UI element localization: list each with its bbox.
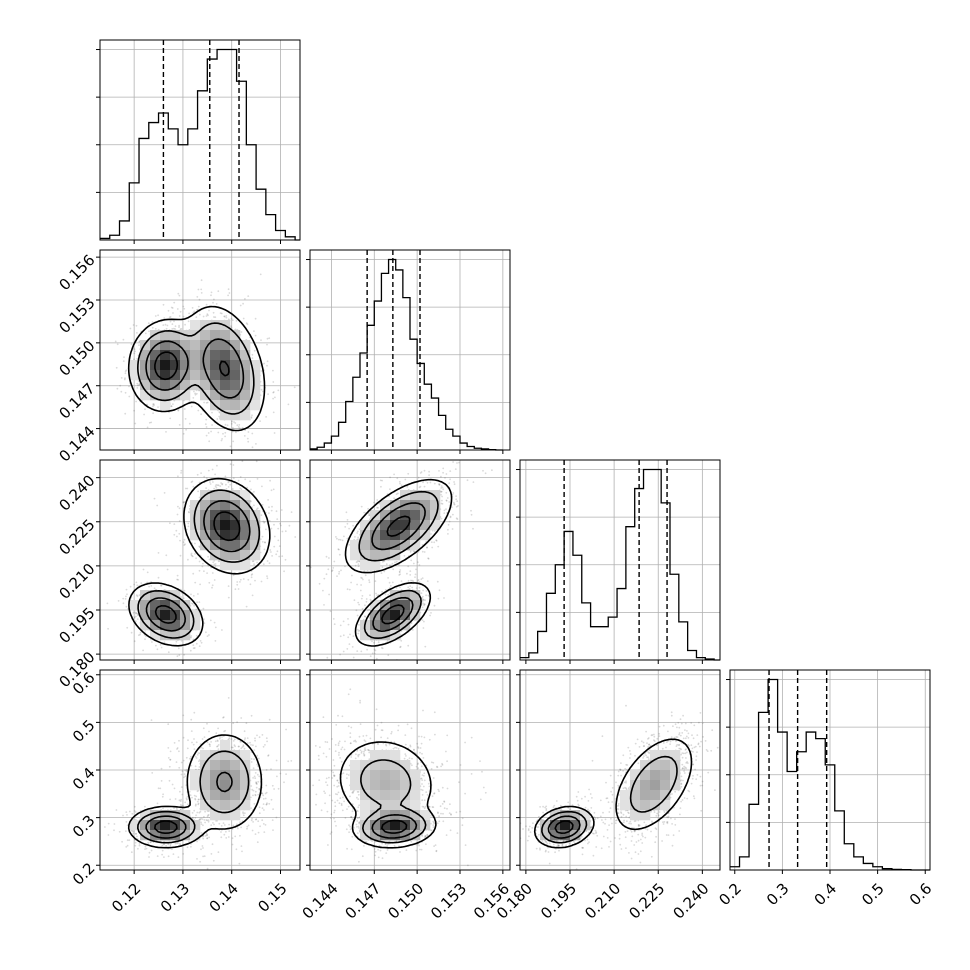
contour-level-1 xyxy=(137,322,255,415)
scatter-panel-3-1 xyxy=(306,669,511,874)
histogram-panel-1 xyxy=(306,249,511,454)
x-tick-label: 0.15 xyxy=(254,880,290,916)
y-tick-label: 0.210 xyxy=(55,560,98,603)
y-tick-label: 0.144 xyxy=(55,422,98,465)
y-tick-label: 0.150 xyxy=(55,337,98,380)
contour-level-2 xyxy=(547,815,581,839)
x-tick-label: 0.14 xyxy=(206,880,242,916)
x-tick-label: 0.150 xyxy=(384,880,427,923)
x-tick-label: 0.195 xyxy=(537,880,580,923)
contour-level-1 xyxy=(358,490,439,639)
contour-level-3 xyxy=(154,511,241,624)
contour-level-3 xyxy=(381,819,408,834)
contour-level-0 xyxy=(533,738,693,849)
contour-level-3 xyxy=(554,820,574,834)
contour-level-0 xyxy=(128,477,271,647)
x-tick-label: 0.6 xyxy=(906,880,936,910)
x-tick-label: 0.225 xyxy=(625,880,668,923)
contour-level-0 xyxy=(339,741,437,849)
y-tick-label: 0.156 xyxy=(55,251,98,294)
panel-background xyxy=(100,40,300,240)
x-tick-label: 0.153 xyxy=(427,880,470,923)
y-tick-label: 0.225 xyxy=(55,516,98,559)
contour-level-1 xyxy=(137,489,261,639)
density-shading xyxy=(540,750,681,841)
x-tick-label: 0.144 xyxy=(299,880,342,923)
contour-level-0 xyxy=(127,305,266,432)
scatter-panel-2-0 xyxy=(96,459,301,664)
x-tick-label: 0.147 xyxy=(341,880,384,923)
contour-level-2 xyxy=(145,771,233,839)
y-tick-label: 0.4 xyxy=(69,764,99,794)
contour-level-1 xyxy=(137,750,250,844)
contour-level-0 xyxy=(127,734,263,849)
contour-level-3 xyxy=(381,515,411,625)
y-tick-label: 0.5 xyxy=(69,716,99,746)
panel-background xyxy=(310,250,510,450)
contour-level-3 xyxy=(154,351,230,381)
x-tick-label: 0.13 xyxy=(157,880,193,916)
density-shading xyxy=(350,750,431,841)
contour-level-3 xyxy=(154,820,178,834)
y-tick-label: 0.195 xyxy=(55,604,98,647)
x-tick-label: 0.3 xyxy=(763,880,793,910)
scatter-panel-1-0 xyxy=(96,249,301,454)
histogram-panel-2 xyxy=(516,459,721,664)
contour-level-2 xyxy=(371,502,426,632)
y-tick-label: 0.147 xyxy=(55,380,98,423)
y-tick-label: 0.240 xyxy=(55,471,98,514)
x-tick-label: 0.210 xyxy=(581,880,624,923)
panel-background xyxy=(520,460,720,660)
contour-level-2 xyxy=(371,814,418,839)
contour-level-1 xyxy=(541,755,678,844)
histogram-step xyxy=(520,468,720,661)
y-tick-label: 0.153 xyxy=(55,294,98,337)
scatter-panel-3-2 xyxy=(516,669,721,874)
histogram-step xyxy=(730,678,930,871)
y-tick-label: 0.2 xyxy=(69,859,99,889)
x-tick-label: 0.240 xyxy=(670,880,713,923)
x-tick-label: 0.2 xyxy=(715,880,745,910)
scatter-panel-2-1 xyxy=(306,459,511,664)
contour-level-0 xyxy=(344,478,453,647)
histogram-panel-3 xyxy=(726,669,931,874)
y-tick-label: 0.3 xyxy=(69,811,99,841)
contour-level-2 xyxy=(145,338,245,399)
histogram-step xyxy=(310,258,503,451)
contour-level-1 xyxy=(360,759,427,844)
histogram-panel-0 xyxy=(96,39,301,244)
x-tick-label: 0.12 xyxy=(108,880,144,916)
contour-level-2 xyxy=(145,500,251,632)
x-tick-label: 0.5 xyxy=(858,880,888,910)
histogram-step xyxy=(100,48,300,241)
scatter-panel-3-0 xyxy=(96,669,301,874)
x-tick-label: 0.4 xyxy=(811,880,841,910)
